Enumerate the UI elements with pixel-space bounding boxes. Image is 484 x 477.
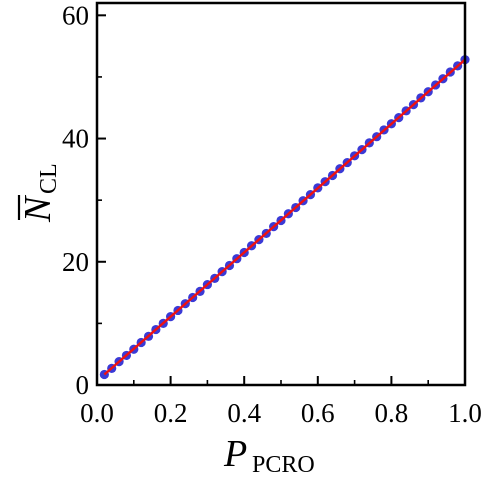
x-tick-label: 0.2	[154, 398, 188, 428]
x-axis-label-sub: PCRO	[252, 452, 315, 477]
fit-line	[103, 58, 466, 376]
x-axis-label-main: P	[223, 433, 247, 475]
x-tick-label: 1.0	[448, 398, 482, 428]
x-tick-label: 0.6	[301, 398, 335, 428]
y-tick-label: 60	[62, 0, 89, 30]
ticks-layer: 0.0 0.2 0.4 0.6 0.8 1.0 0 20 40 60	[62, 0, 482, 428]
y-axis-label: N CL	[17, 163, 62, 223]
y-axis-label-main: N	[17, 194, 59, 223]
x-axis-label: P PCRO	[223, 433, 315, 477]
y-axis-label-sub: CL	[36, 163, 62, 194]
y-tick-label: 40	[62, 124, 89, 154]
data-layer	[99, 55, 470, 380]
x-tick-label: 0.0	[80, 398, 114, 428]
x-tick-label: 0.8	[375, 398, 409, 428]
y-tick-label: 0	[76, 370, 90, 400]
x-tick-label: 0.4	[227, 398, 261, 428]
y-tick-label: 20	[62, 247, 89, 277]
